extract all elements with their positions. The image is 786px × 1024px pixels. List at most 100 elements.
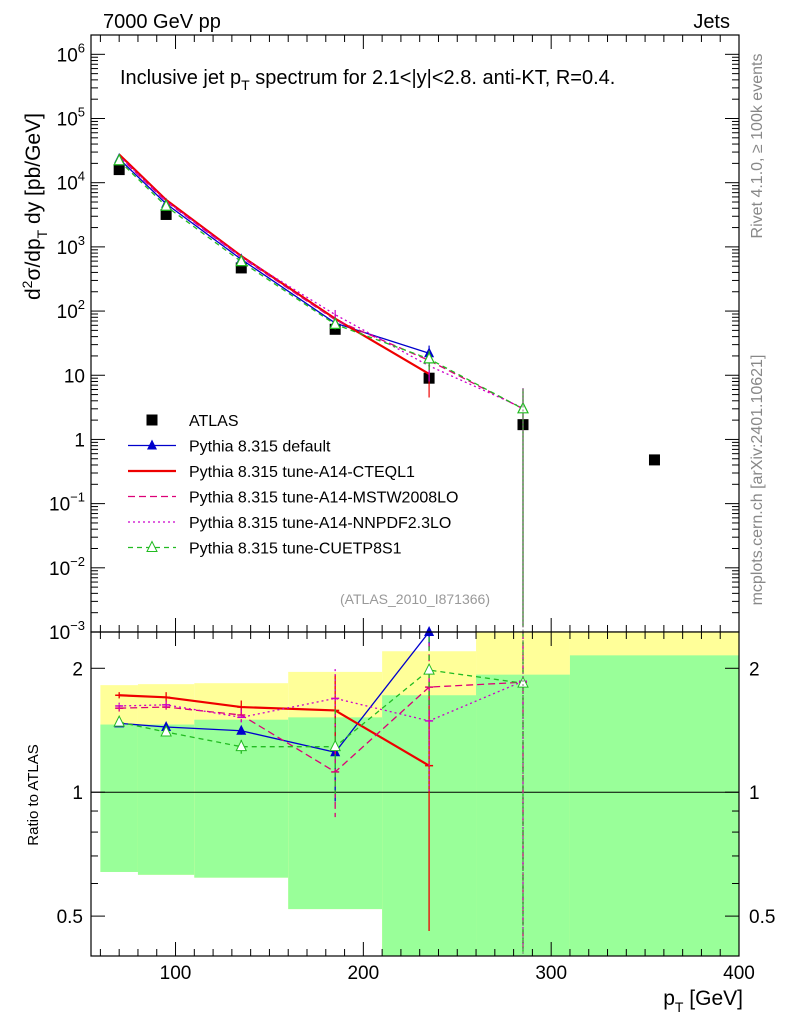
ratio-frame bbox=[90, 631, 740, 957]
cuetp8s1-marker bbox=[329, 317, 342, 329]
legend-label: ATLAS bbox=[189, 413, 239, 430]
title-part-a: Inclusive jet p bbox=[120, 67, 241, 89]
y-tick-label: 103 bbox=[57, 233, 85, 259]
y-tick-base: 10 bbox=[57, 110, 78, 131]
y-tick-base: 10 bbox=[57, 174, 78, 195]
y-tick-base: 10 bbox=[57, 238, 78, 259]
atlas-marker bbox=[648, 454, 660, 466]
legend-label: Pythia 8.315 tune-CUETP8S1 bbox=[189, 541, 402, 558]
y-tick-label: 105 bbox=[57, 105, 85, 131]
legend-marker bbox=[146, 540, 158, 552]
y-tick-label: 104 bbox=[57, 169, 85, 195]
mcplots-label: mcplots.cern.ch [arXiv:2401.10621] bbox=[749, 355, 766, 606]
cuetp8s1-marker bbox=[160, 198, 173, 211]
ratio-y-tick-label: 2 bbox=[72, 659, 83, 680]
ratio-marker bbox=[235, 739, 248, 752]
xlabel-sub: T bbox=[675, 999, 684, 1015]
ratio-uncertainty-bands bbox=[91, 632, 739, 956]
atlas-marker bbox=[113, 164, 125, 176]
legend-label: Pythia 8.315 default bbox=[189, 439, 331, 456]
x-tick-label: 400 bbox=[723, 963, 755, 984]
y-tick-exp: −2 bbox=[70, 554, 85, 569]
ratio-marker bbox=[160, 724, 172, 737]
rivet-label: Rivet 4.1.0, ≥ 100k events bbox=[749, 54, 766, 239]
y-tick-base: 10 bbox=[57, 302, 78, 323]
y-tick-exp: 5 bbox=[78, 105, 85, 120]
title-part-b: spectrum for 2.1<|y|<2.8. anti-KT, R=0.4… bbox=[250, 67, 616, 89]
series-line bbox=[118, 156, 524, 410]
x-axis-label: pT [GeV] bbox=[663, 987, 743, 1015]
y-tick-exp: 3 bbox=[78, 233, 85, 248]
y-tick-label: 10−3 bbox=[49, 618, 85, 644]
ratio-y-tick-label-right: 2 bbox=[749, 659, 760, 680]
y-tick-exp: −3 bbox=[70, 618, 85, 633]
ratio-y-tick-label: 1 bbox=[72, 783, 83, 804]
y-tick-exp: 2 bbox=[78, 297, 85, 312]
green-band bbox=[100, 724, 138, 872]
legend-marker bbox=[147, 439, 157, 450]
y-tick-base: 1 bbox=[74, 430, 85, 451]
y-tick-base: 10 bbox=[57, 45, 78, 66]
ratio-panel: 0.5 0.5 1 1 2 2 100 200 300 400 Ratio to ATLAS pT… bbox=[25, 626, 775, 1015]
cuetp8s1-marker bbox=[235, 254, 248, 267]
legend-label: Pythia 8.315 tune-A14-NNPDF2.3LO bbox=[189, 515, 451, 532]
xlabel-p: p bbox=[663, 987, 675, 1010]
ratio-series-line bbox=[119, 681, 524, 773]
y-tick-exp: −1 bbox=[70, 490, 85, 505]
green-band bbox=[137, 724, 195, 875]
series-line bbox=[118, 155, 524, 409]
ratio-marker bbox=[424, 626, 435, 636]
y-tick-label: 1 bbox=[74, 430, 85, 451]
header-right: Jets bbox=[693, 11, 730, 33]
x-tick-label: 300 bbox=[535, 963, 567, 984]
y-tick-label: 10 bbox=[64, 366, 85, 387]
atlas-marker bbox=[235, 262, 247, 274]
y-tick-base: 10 bbox=[64, 366, 85, 387]
cuetp8s1-marker bbox=[423, 351, 436, 364]
cuetp8s1-marker bbox=[517, 401, 529, 414]
ratio-series-line bbox=[119, 669, 524, 748]
x-tick-label: 200 bbox=[347, 963, 379, 984]
main-title: Inclusive jet pT spectrum for 2.1<|y|<2.… bbox=[120, 67, 615, 93]
y-tick-exp: 6 bbox=[78, 40, 85, 55]
ratio-marker bbox=[329, 739, 341, 752]
series-line bbox=[118, 158, 430, 354]
ratio-series-line bbox=[119, 680, 524, 722]
ratio-y-tick-label-right: 1 bbox=[749, 783, 760, 804]
y-tick-label: 102 bbox=[57, 297, 85, 323]
y-tick-base: 10 bbox=[49, 559, 70, 580]
reference-label: (ATLAS_2010_I871366) bbox=[340, 591, 490, 607]
atlas-marker bbox=[160, 208, 172, 220]
ratio-marker bbox=[113, 714, 125, 727]
y-tick-label: 10−1 bbox=[49, 490, 85, 516]
header-left: 7000 GeV pp bbox=[103, 11, 221, 33]
ylabel-sup: 2 bbox=[19, 280, 35, 288]
ratio-marker bbox=[423, 662, 435, 675]
ratio-ylabel: Ratio to ATLAS bbox=[25, 744, 42, 845]
y-tick-exp: 4 bbox=[78, 169, 85, 184]
y-tick-label: 10−2 bbox=[49, 554, 85, 580]
ylabel-mid: σ/dp bbox=[22, 238, 45, 280]
ylabel-sub: T bbox=[34, 229, 50, 238]
x-tick-label: 100 bbox=[160, 963, 192, 984]
ratio-y-tick-label-right: 0.5 bbox=[749, 907, 775, 928]
legend-marker bbox=[146, 414, 158, 426]
y-tick-base: 10 bbox=[49, 495, 70, 516]
ratio-plot-area bbox=[113, 626, 529, 956]
xlabel-unit: [GeV] bbox=[683, 987, 743, 1010]
title-sub: T bbox=[241, 77, 250, 93]
cuetp8s1-marker bbox=[113, 153, 126, 166]
legend-label: Pythia 8.315 tune-A14-MSTW2008LO bbox=[189, 490, 458, 507]
main-plot-area bbox=[113, 152, 660, 632]
y-tick-base: 10 bbox=[49, 623, 70, 644]
legend: ATLAS Pythia 8.315 default Pythia 8.315 tu… bbox=[128, 413, 458, 558]
ratio-axes: 0.5 0.5 1 1 2 2 100 200 300 400 bbox=[57, 632, 775, 984]
legend-label: Pythia 8.315 tune-A14-CTEQL1 bbox=[189, 464, 415, 481]
ylabel-d: d bbox=[22, 288, 45, 300]
ratio-y-tick-label: 0.5 bbox=[57, 907, 83, 928]
y-tick-label: 106 bbox=[57, 40, 85, 66]
ratio-marker bbox=[236, 724, 247, 735]
